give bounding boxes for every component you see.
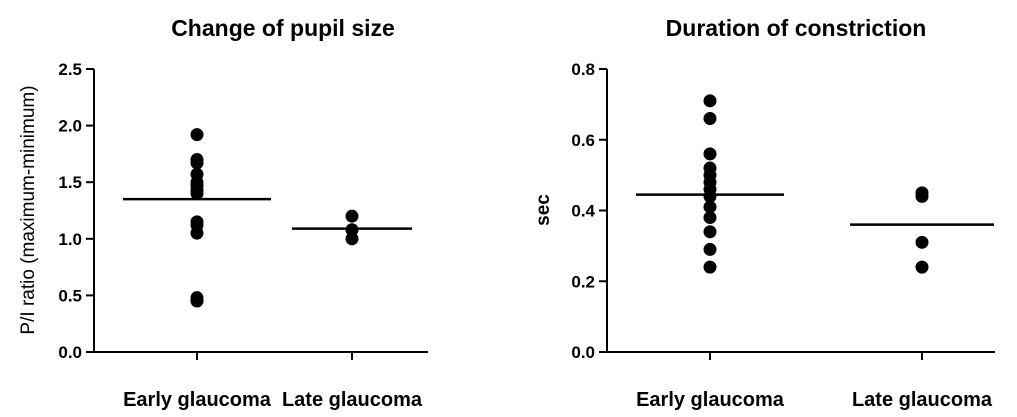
- panel2-data-point: [703, 260, 717, 274]
- panel1-y-tick-label: 0.5: [58, 286, 82, 305]
- panel1-data-point: [190, 294, 204, 308]
- panel2-data-point: [703, 242, 717, 256]
- panel1-x-category-label: Early glaucoma: [123, 389, 272, 411]
- panel2-y-axis-label: sec: [533, 194, 554, 226]
- panel2-data-point: [915, 235, 929, 249]
- panel1-data-point: [345, 232, 359, 246]
- panel1-data-point: [190, 128, 204, 142]
- panel1-data-point: [190, 187, 204, 201]
- panel2-data-point: [703, 211, 717, 225]
- panel2-x-category-label: Early glaucoma: [636, 389, 785, 411]
- panel2-data-point: [703, 112, 717, 126]
- panel2-data-point: [703, 225, 717, 239]
- panel1-y-tick-label: 2.5: [58, 60, 82, 79]
- panel2-chart-title: Duration of constriction: [666, 15, 927, 41]
- panel1-y-tick-label: 0.0: [58, 343, 82, 362]
- panel1-data-point: [190, 226, 204, 240]
- panel2-data-point: [703, 147, 717, 161]
- panel2-data-point: [915, 189, 929, 203]
- panel1-y-tick-label: 1.0: [58, 230, 82, 249]
- panel1-y-axis-label: P/I ratio (maximum-minimum): [18, 85, 39, 334]
- panel1-data-point: [345, 209, 359, 223]
- panel2-y-tick-label: 0.6: [571, 131, 595, 150]
- panel2-y-tick-label: 0.4: [571, 202, 595, 221]
- panel2-data-point: [915, 260, 929, 274]
- panel2-data-point: [703, 189, 717, 203]
- panel2-y-tick-label: 0.2: [571, 272, 595, 291]
- panel2-x-category-label: Late glaucoma: [852, 389, 993, 411]
- panel2-y-tick-label: 0.8: [571, 60, 595, 79]
- panel2-y-tick-label: 0.0: [571, 343, 595, 362]
- panel1-chart-title: Change of pupil size: [171, 15, 395, 41]
- panel1-data-point: [190, 156, 204, 170]
- panel1-x-category-label: Late glaucoma: [282, 389, 423, 411]
- panel2-data-point: [703, 94, 717, 108]
- panel1-y-tick-label: 1.5: [58, 173, 82, 192]
- panel1-y-tick-label: 2.0: [58, 117, 82, 136]
- panel2-data-point: [703, 200, 717, 214]
